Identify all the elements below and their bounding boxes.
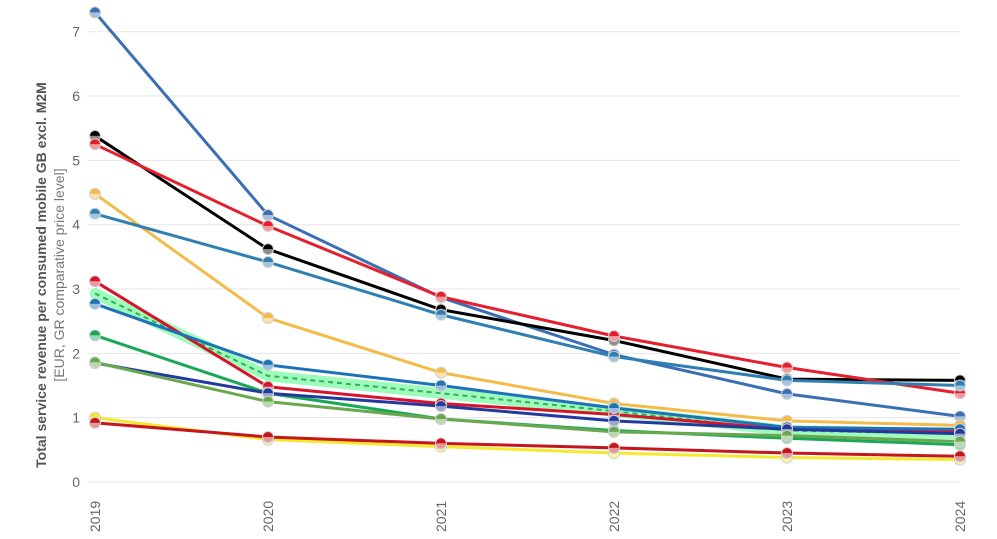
flag-be-icon[interactable] bbox=[89, 138, 101, 151]
y-tick-label: 6 bbox=[72, 88, 80, 104]
series-lines bbox=[89, 10, 966, 461]
x-tick-label: 2023 bbox=[779, 501, 795, 532]
flag-be-icon[interactable] bbox=[608, 329, 620, 342]
series-line-spain bbox=[93, 192, 962, 427]
x-tick-label: 2021 bbox=[433, 501, 449, 532]
y-tick-label: 3 bbox=[72, 281, 80, 297]
flag-pt-icon[interactable] bbox=[262, 430, 274, 443]
flag-hu-icon[interactable] bbox=[262, 395, 274, 408]
flag-pt-icon[interactable] bbox=[608, 441, 620, 454]
series-line-portugal bbox=[93, 421, 962, 458]
x-tick-label: 2019 bbox=[87, 501, 103, 532]
y-tick-label: 4 bbox=[72, 217, 80, 233]
series-line-france bbox=[93, 361, 962, 436]
flag-fr-icon[interactable] bbox=[435, 400, 447, 413]
y-axis-sublabel: [EUR, GR comparative price level] bbox=[51, 168, 67, 381]
flag-be-icon[interactable] bbox=[435, 290, 447, 303]
flag-hr-icon[interactable] bbox=[89, 275, 101, 288]
flag-pt-icon[interactable] bbox=[781, 447, 793, 460]
flag-gr-icon[interactable] bbox=[262, 209, 274, 222]
flag-hu-icon[interactable] bbox=[435, 412, 447, 425]
series-line-hungary bbox=[93, 360, 962, 443]
flag-hu-icon[interactable] bbox=[954, 435, 966, 448]
flag-fr-icon[interactable] bbox=[608, 414, 620, 427]
flag-hu-icon[interactable] bbox=[608, 425, 620, 438]
flag-pt-icon[interactable] bbox=[89, 416, 101, 429]
series-line-belgium bbox=[93, 142, 962, 395]
flag-pt-icon[interactable] bbox=[954, 450, 966, 463]
x-tick-label: 2024 bbox=[952, 501, 968, 532]
x-tick-label: 2022 bbox=[606, 501, 622, 532]
series-line-netherlands bbox=[93, 212, 962, 388]
y-axis-title: Total service revenue per consumed mobil… bbox=[33, 82, 67, 468]
x-axis-ticks: 2019 2020 2021 2022 2023 2024 bbox=[87, 501, 968, 532]
series-line-slovenia bbox=[93, 302, 962, 431]
flag-be-icon[interactable] bbox=[262, 219, 274, 232]
flag-nl-icon[interactable] bbox=[954, 379, 966, 392]
y-tick-label: 1 bbox=[72, 410, 80, 426]
flag-nl-icon[interactable] bbox=[262, 256, 274, 269]
flag-si-icon[interactable] bbox=[435, 379, 447, 392]
flag-gr-icon[interactable] bbox=[89, 6, 101, 19]
series-markers bbox=[89, 6, 966, 466]
x-tick-label: 2020 bbox=[260, 501, 276, 532]
flag-es-icon[interactable] bbox=[435, 366, 447, 379]
y-tick-label: 5 bbox=[72, 152, 80, 168]
flag-es-icon[interactable] bbox=[89, 187, 101, 200]
flag-it-icon[interactable] bbox=[89, 329, 101, 342]
flag-nl-icon[interactable] bbox=[608, 350, 620, 363]
flag-si-icon[interactable] bbox=[608, 402, 620, 415]
y-tick-label: 7 bbox=[72, 24, 80, 40]
flag-be-icon[interactable] bbox=[781, 361, 793, 374]
flag-si-icon[interactable] bbox=[89, 297, 101, 310]
flag-es-icon[interactable] bbox=[262, 311, 274, 324]
y-tick-label: 2 bbox=[72, 345, 80, 361]
y-tick-label: 0 bbox=[72, 474, 80, 490]
flag-si-icon[interactable] bbox=[262, 358, 274, 371]
y-axis-label: Total service revenue per consumed mobil… bbox=[33, 82, 49, 468]
flag-pt-icon[interactable] bbox=[435, 437, 447, 450]
flag-de-icon[interactable] bbox=[262, 243, 274, 256]
series-line-germany bbox=[93, 134, 962, 382]
flag-nl-icon[interactable] bbox=[89, 207, 101, 220]
flag-hu-icon[interactable] bbox=[781, 429, 793, 442]
flag-nl-icon[interactable] bbox=[781, 374, 793, 387]
y-axis-ticks: 0 1 2 3 4 5 6 7 bbox=[72, 24, 80, 490]
flag-gr-icon[interactable] bbox=[781, 387, 793, 400]
flag-hu-icon[interactable] bbox=[89, 356, 101, 369]
flag-nl-icon[interactable] bbox=[435, 308, 447, 321]
